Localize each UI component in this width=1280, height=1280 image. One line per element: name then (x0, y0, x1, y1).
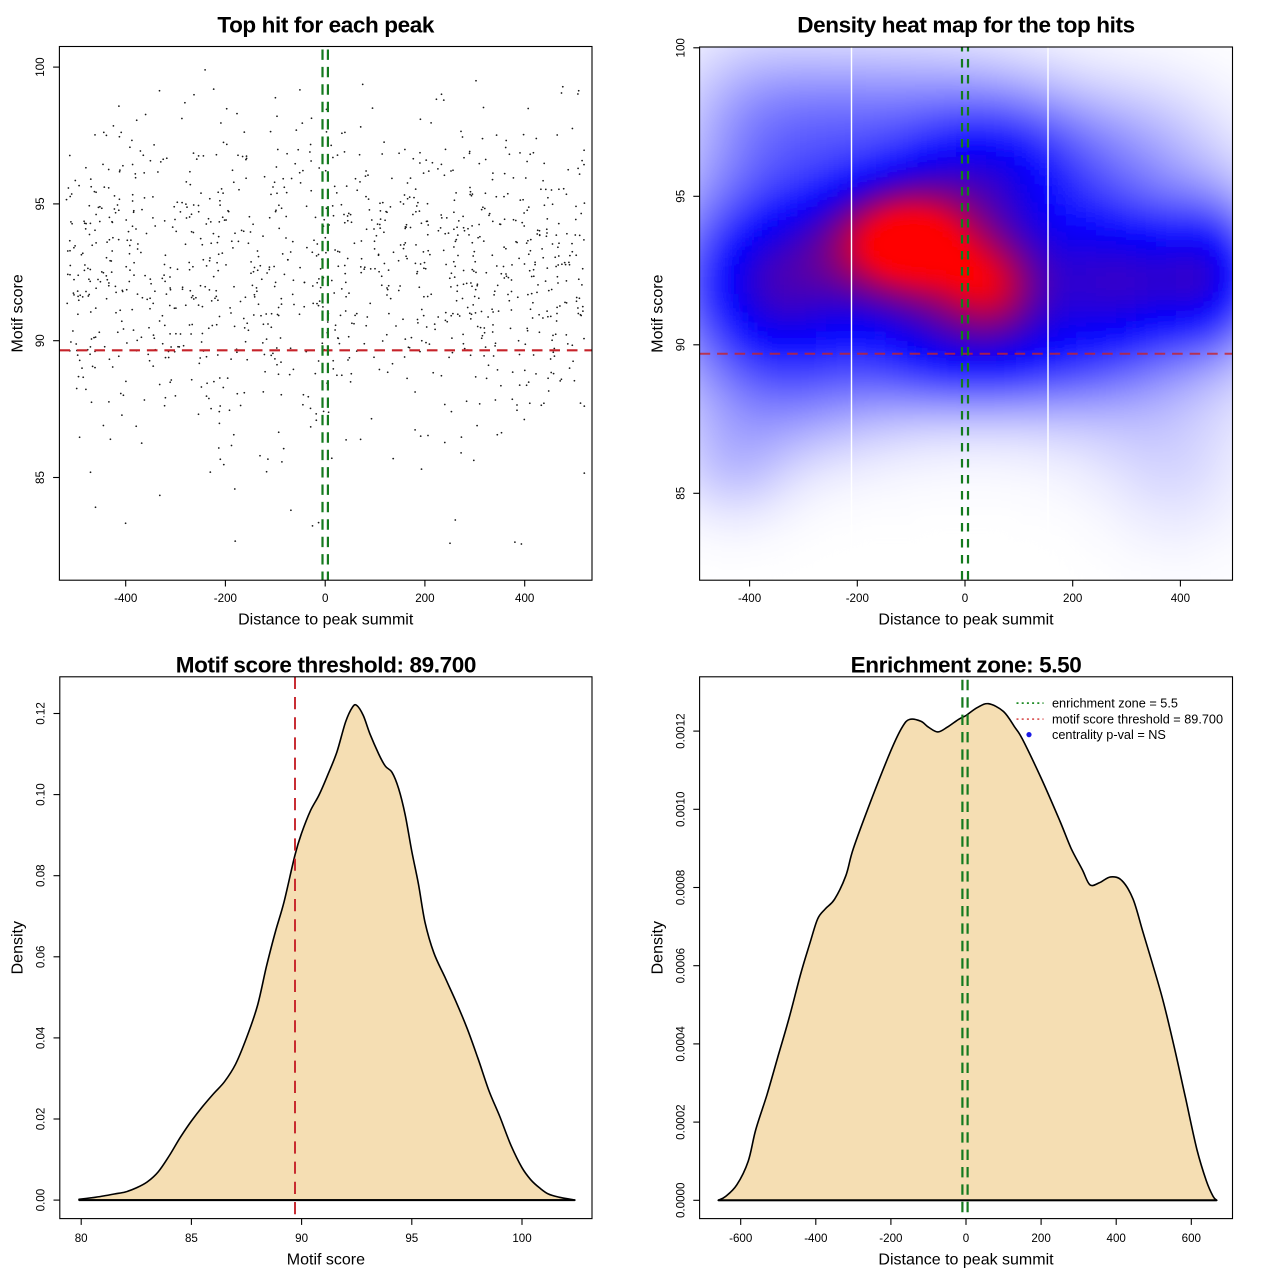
svg-text:0.08: 0.08 (34, 864, 47, 887)
svg-text:200: 200 (1063, 592, 1082, 605)
svg-text:95: 95 (405, 1232, 418, 1245)
svg-text:0.12: 0.12 (34, 702, 47, 725)
svg-text:0.0010: 0.0010 (675, 792, 688, 827)
svg-text:Distance to peak summit: Distance to peak summit (878, 1252, 1054, 1269)
svg-text:0.0012: 0.0012 (675, 713, 688, 748)
svg-text:0.0000: 0.0000 (675, 1183, 688, 1218)
svg-text:0: 0 (962, 592, 968, 605)
svg-text:95: 95 (675, 190, 688, 203)
svg-text:0.06: 0.06 (34, 946, 47, 969)
svg-text:0.02: 0.02 (34, 1108, 47, 1131)
svg-text:enrichment zone = 5.5: enrichment zone = 5.5 (1052, 697, 1178, 711)
svg-text:Motif score: Motif score (287, 1252, 365, 1269)
svg-text:0.0008: 0.0008 (675, 870, 688, 905)
svg-text:Density: Density (10, 921, 27, 974)
svg-text:0: 0 (322, 592, 328, 605)
svg-text:400: 400 (1107, 1232, 1126, 1245)
svg-text:motif score threshold = 89.700: motif score threshold = 89.700 (1052, 712, 1223, 726)
svg-text:90: 90 (295, 1232, 308, 1245)
svg-text:100: 100 (512, 1232, 531, 1245)
svg-text:90: 90 (34, 334, 47, 347)
svg-text:80: 80 (75, 1232, 88, 1245)
svg-text:Enrichment zone: 5.50: Enrichment zone: 5.50 (851, 653, 1082, 678)
svg-text:85: 85 (185, 1232, 198, 1245)
svg-text:-400: -400 (114, 592, 137, 605)
svg-text:Distance to peak summit: Distance to peak summit (878, 612, 1054, 629)
svg-text:-200: -200 (879, 1232, 902, 1245)
svg-text:0.00: 0.00 (34, 1189, 47, 1212)
svg-text:0.04: 0.04 (34, 1026, 47, 1049)
svg-text:95: 95 (34, 197, 47, 210)
svg-text:0: 0 (963, 1232, 969, 1245)
svg-text:-200: -200 (214, 592, 237, 605)
svg-text:-400: -400 (804, 1232, 827, 1245)
svg-text:0.0002: 0.0002 (675, 1104, 688, 1139)
svg-text:Density: Density (650, 921, 667, 974)
svg-text:0.0004: 0.0004 (675, 1026, 688, 1062)
svg-text:600: 600 (1182, 1232, 1201, 1245)
svg-text:Density heat map for the top h: Density heat map for the top hits (797, 13, 1135, 38)
svg-text:-600: -600 (729, 1232, 752, 1245)
svg-text:Motif score: Motif score (650, 274, 667, 352)
svg-text:85: 85 (34, 471, 47, 484)
svg-text:0.10: 0.10 (34, 783, 47, 806)
svg-text:centrality p-val = NS: centrality p-val = NS (1052, 728, 1166, 742)
svg-text:90: 90 (675, 338, 688, 351)
svg-text:-400: -400 (738, 592, 761, 605)
svg-text:Motif score threshold: 89.700: Motif score threshold: 89.700 (176, 653, 476, 678)
svg-text:Motif score: Motif score (10, 274, 27, 352)
svg-text:100: 100 (34, 57, 47, 76)
svg-text:200: 200 (1031, 1232, 1050, 1245)
svg-text:Top hit for each peak: Top hit for each peak (217, 13, 435, 38)
svg-text:100: 100 (675, 38, 688, 57)
svg-text:Distance to peak summit: Distance to peak summit (238, 612, 414, 629)
svg-text:400: 400 (515, 592, 534, 605)
svg-text:200: 200 (415, 592, 434, 605)
svg-text:0.0006: 0.0006 (675, 948, 688, 983)
svg-text:85: 85 (675, 487, 688, 500)
svg-text:400: 400 (1171, 592, 1190, 605)
svg-text:-200: -200 (846, 592, 869, 605)
